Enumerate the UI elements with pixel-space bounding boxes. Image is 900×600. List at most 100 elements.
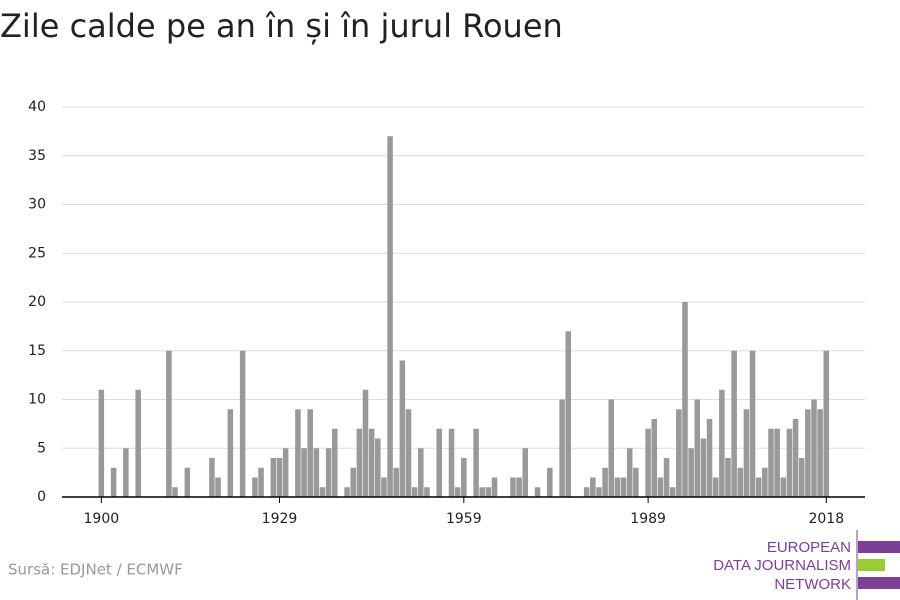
bar xyxy=(712,477,719,497)
y-tick-label: 5 xyxy=(37,440,46,456)
bar xyxy=(239,350,246,497)
bar xyxy=(768,428,774,497)
bar xyxy=(737,467,744,497)
x-tick-label: 2018 xyxy=(808,511,844,527)
bar xyxy=(798,458,805,497)
bar xyxy=(368,428,375,497)
bar xyxy=(411,487,418,497)
bar xyxy=(700,438,707,497)
bar xyxy=(608,399,615,497)
bar xyxy=(350,467,356,497)
bar xyxy=(301,448,307,497)
x-tick-label: 1929 xyxy=(262,511,298,527)
bar xyxy=(375,438,381,497)
bar xyxy=(252,477,258,497)
logo-bar xyxy=(858,559,885,571)
bar xyxy=(614,477,621,497)
bar xyxy=(743,409,750,497)
bar xyxy=(270,458,277,497)
logo-text: NETWORK xyxy=(774,576,851,593)
bar xyxy=(135,389,141,497)
y-tick-label: 15 xyxy=(28,343,46,359)
bar xyxy=(645,428,651,497)
bar xyxy=(215,477,221,497)
bar xyxy=(590,477,596,497)
bar xyxy=(565,331,572,497)
bar xyxy=(381,477,387,497)
bar xyxy=(510,477,516,497)
bar xyxy=(344,487,350,497)
bar xyxy=(633,467,639,497)
bar xyxy=(454,487,461,497)
bar xyxy=(461,458,467,497)
bar xyxy=(731,350,737,497)
bar xyxy=(792,419,799,497)
bar xyxy=(817,409,823,497)
bar xyxy=(424,487,430,497)
bar xyxy=(626,448,633,497)
bar xyxy=(620,477,627,497)
bar xyxy=(676,409,682,497)
bar xyxy=(663,458,670,497)
logo-bar xyxy=(858,541,900,553)
bar xyxy=(436,428,442,497)
bar xyxy=(762,467,768,497)
bar xyxy=(209,458,215,497)
bar xyxy=(479,487,486,497)
bar xyxy=(491,477,498,497)
y-tick-label: 35 xyxy=(28,148,46,164)
bar xyxy=(602,467,608,497)
bar xyxy=(184,467,191,497)
logo-bar xyxy=(858,577,900,589)
bar xyxy=(448,428,455,497)
bar xyxy=(547,467,553,497)
y-tick-label: 30 xyxy=(28,197,46,213)
source: Sursă: EDJNet / ECMWF xyxy=(8,561,183,579)
bar xyxy=(356,428,363,497)
bar xyxy=(405,409,412,497)
bar xyxy=(651,419,658,497)
bar xyxy=(276,458,283,497)
bar xyxy=(534,487,541,497)
bar xyxy=(688,448,694,497)
bar xyxy=(98,389,105,497)
bar xyxy=(399,360,406,497)
bar xyxy=(682,302,688,497)
y-tick-label: 20 xyxy=(28,294,46,310)
x-tick-label: 1959 xyxy=(446,511,482,527)
y-tick-label: 0 xyxy=(37,489,46,505)
bar xyxy=(657,477,664,497)
bar xyxy=(418,448,424,497)
y-tick-label: 40 xyxy=(28,99,46,115)
bar xyxy=(295,409,301,497)
bar xyxy=(313,448,320,497)
bar xyxy=(172,487,178,497)
bar xyxy=(669,487,676,497)
logo-text: DATA JOURNALISM xyxy=(713,557,851,574)
bar xyxy=(596,487,602,497)
bar xyxy=(282,448,289,497)
bar xyxy=(780,477,787,497)
bar xyxy=(522,448,529,497)
chart-title: Zile calde pe an în și în jurul Rouen xyxy=(0,7,563,45)
bar xyxy=(319,487,326,497)
bar xyxy=(755,477,762,497)
bar xyxy=(805,409,811,497)
x-tick-label: 1989 xyxy=(630,511,666,527)
bar xyxy=(393,467,399,497)
bar xyxy=(485,487,492,497)
bar xyxy=(258,467,264,497)
bar xyxy=(362,389,369,497)
y-tick-label: 10 xyxy=(28,392,46,408)
bar xyxy=(166,350,172,497)
bar xyxy=(749,350,756,497)
bar xyxy=(786,428,793,497)
bar xyxy=(719,389,725,497)
bar xyxy=(559,399,565,497)
bar xyxy=(332,428,338,497)
bar xyxy=(823,350,830,497)
bar xyxy=(123,448,129,497)
x-tick-label: 1900 xyxy=(84,511,120,527)
bar xyxy=(706,419,713,497)
